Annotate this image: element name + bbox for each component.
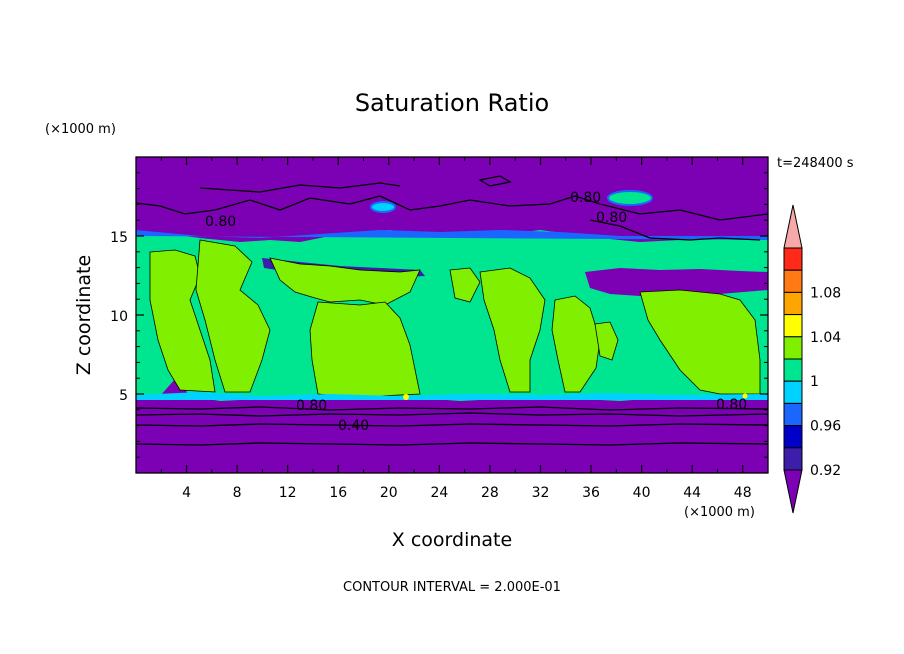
time-label: t=248400 s xyxy=(777,156,854,171)
colorbar-label: 1 xyxy=(810,374,819,390)
contour-label: 0.80 xyxy=(205,214,236,230)
contour-field: 0.80 0.80 0.80 0.80 0.40 0.80 xyxy=(136,157,768,473)
colorbar-label: 1.08 xyxy=(810,285,841,301)
blue-edge-region xyxy=(136,230,768,240)
colorbar-swatch xyxy=(783,358,803,382)
x-tick-label: 28 xyxy=(481,485,499,501)
contour-label: 0.80 xyxy=(570,190,601,206)
colorbar-swatch xyxy=(783,380,803,404)
x-axis-label: X coordinate xyxy=(392,529,512,551)
x-tick-label: 40 xyxy=(633,485,651,501)
colorbar-label: 0.96 xyxy=(810,419,841,435)
contour-label: 0.80 xyxy=(596,210,627,226)
x-tick-label: 36 xyxy=(582,485,600,501)
x-unit-label: (×1000 m) xyxy=(684,505,755,520)
colorbar-swatch xyxy=(783,336,803,360)
colorbar-swatch xyxy=(783,425,803,449)
contour-label: 0.80 xyxy=(716,397,747,413)
contour-interval-footer: CONTOUR INTERVAL = 2.000E-01 xyxy=(343,580,561,595)
x-tick-label: 48 xyxy=(734,485,752,501)
x-tick-label: 32 xyxy=(532,485,550,501)
x-tick-label: 44 xyxy=(683,485,701,501)
supersat-spot xyxy=(742,393,748,399)
x-tick-label: 8 xyxy=(233,485,242,501)
supersaturated-patches xyxy=(149,239,761,397)
x-tick-label: 20 xyxy=(380,485,398,501)
colorbar-swatch xyxy=(783,314,803,338)
y-tick-label: 15 xyxy=(110,230,128,246)
y-axis-label: Z coordinate xyxy=(73,255,95,375)
upper-cloud-patch xyxy=(607,190,653,206)
colorbar-top-arrow xyxy=(783,204,803,249)
colorbar-swatch xyxy=(783,447,803,471)
colorbar: 1.08 1.04 1 0.96 0.92 xyxy=(783,204,841,514)
x-ticks: 4 8 12 16 20 24 28 32 36 40 44 48 xyxy=(160,157,752,501)
x-tick-label: 24 xyxy=(430,485,448,501)
y-tick-label: 5 xyxy=(119,388,128,404)
colorbar-swatch xyxy=(783,269,803,293)
contour-label: 0.80 xyxy=(296,398,327,414)
colorbar-bottom-arrow xyxy=(783,469,803,514)
upper-cloud-patch xyxy=(370,201,396,213)
y-tick-label: 10 xyxy=(110,309,128,325)
cyan-edge-region xyxy=(136,392,768,400)
contour-lines xyxy=(136,175,768,446)
dry-intrusion-region xyxy=(585,268,768,296)
y-unit-label: (×1000 m) xyxy=(45,122,116,137)
colorbar-label: 1.04 xyxy=(810,330,841,346)
supersat-spot xyxy=(403,394,409,400)
x-tick-label: 16 xyxy=(329,485,347,501)
colorbar-swatch xyxy=(783,291,803,316)
chart-title: Saturation Ratio xyxy=(355,89,549,117)
colorbar-swatch xyxy=(783,247,803,271)
contour-label: 0.40 xyxy=(338,418,369,434)
colorbar-swatch xyxy=(783,402,803,427)
x-tick-label: 4 xyxy=(182,485,191,501)
y-ticks: 5 10 15 xyxy=(110,172,768,458)
colorbar-label: 0.92 xyxy=(810,463,841,479)
x-tick-label: 12 xyxy=(279,485,297,501)
